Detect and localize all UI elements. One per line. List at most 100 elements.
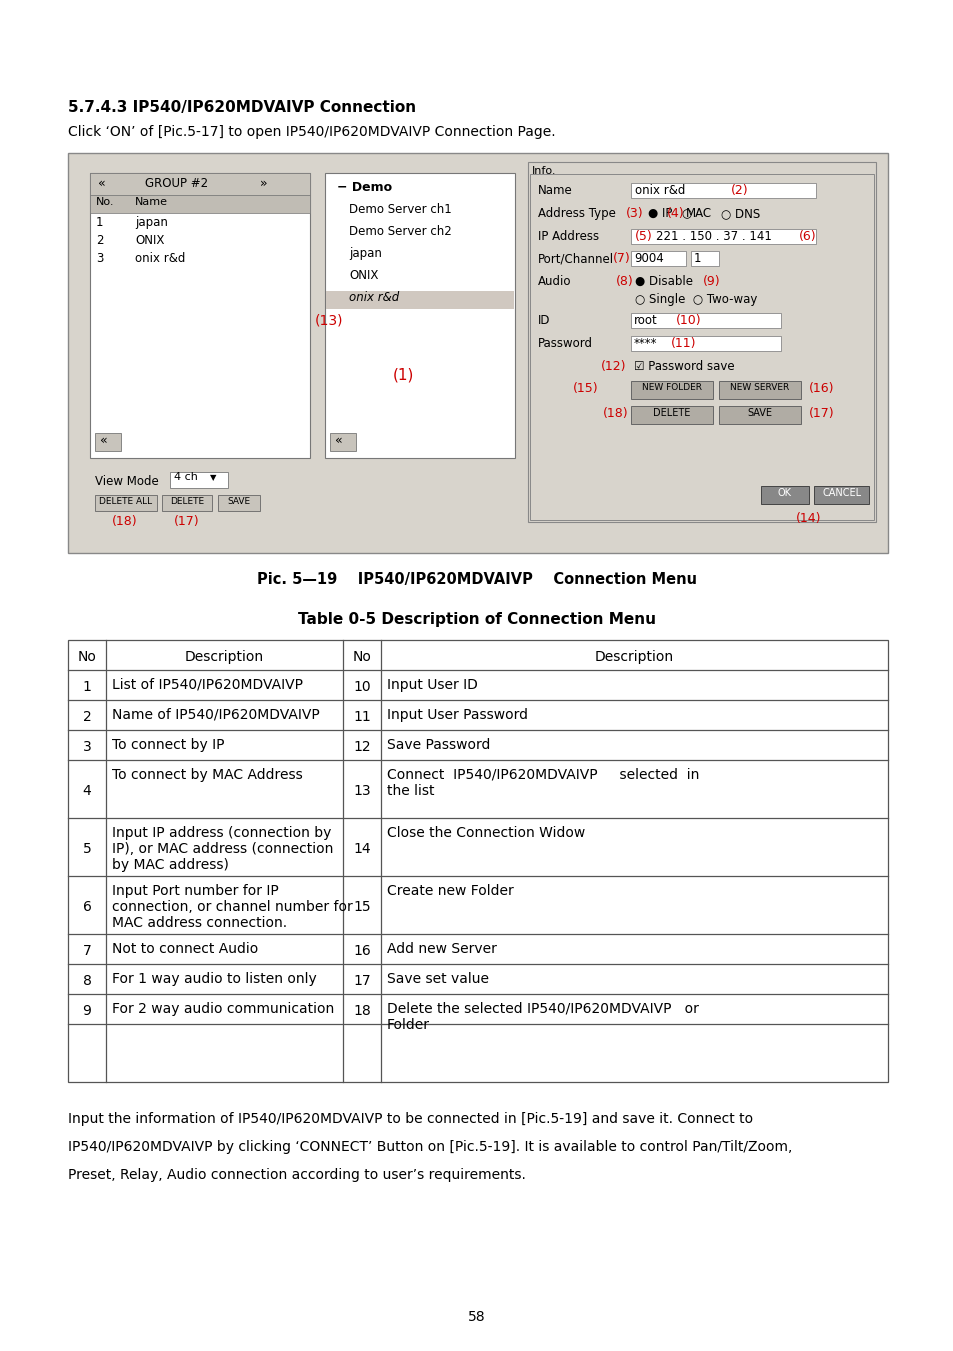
Bar (326, 290, 514, 309)
Text: NEW FOLDER: NEW FOLDER (641, 382, 701, 392)
Text: 1: 1 (96, 216, 103, 230)
Text: CANCEL: CANCEL (821, 488, 861, 499)
Text: To connect by IP: To connect by IP (112, 738, 224, 753)
Bar (170, 471, 228, 488)
Text: 1: 1 (83, 680, 91, 694)
Text: by MAC address): by MAC address) (112, 858, 229, 871)
Text: «: « (98, 177, 106, 190)
Text: »: » (260, 177, 268, 190)
Text: ▼: ▼ (210, 473, 216, 482)
Text: To connect by MAC Address: To connect by MAC Address (112, 767, 302, 782)
Text: Port/Channel: Port/Channel (537, 253, 614, 265)
Text: IP Address: IP Address (537, 230, 598, 243)
Text: (17): (17) (808, 407, 834, 420)
Text: 58: 58 (468, 1310, 485, 1324)
Text: 1: 1 (693, 253, 700, 265)
Text: 13: 13 (353, 784, 371, 798)
Text: 4 ch: 4 ch (173, 471, 197, 482)
Text: Table 0-5 Description of Connection Menu: Table 0-5 Description of Connection Menu (297, 612, 656, 627)
Text: Input IP address (connection by: Input IP address (connection by (112, 825, 331, 840)
Bar (630, 182, 815, 199)
Text: DELETE ALL: DELETE ALL (99, 497, 152, 507)
Text: 5.7.4.3 IP540/IP620MDVAIVP Connection: 5.7.4.3 IP540/IP620MDVAIVP Connection (68, 100, 416, 115)
Bar (630, 381, 712, 399)
Text: Delete the selected IP540/IP620MDVAIVP   or: Delete the selected IP540/IP620MDVAIVP o… (387, 1002, 699, 1016)
Text: Name of IP540/IP620MDVAIVP: Name of IP540/IP620MDVAIVP (112, 708, 319, 721)
Bar (68, 640, 887, 1082)
Text: 3: 3 (83, 740, 91, 754)
Text: ○ Single  ○ Two-way: ○ Single ○ Two-way (635, 293, 757, 305)
Text: 11: 11 (353, 711, 371, 724)
Text: Demo Server ch2: Demo Server ch2 (349, 226, 452, 238)
Text: japan: japan (135, 216, 168, 230)
Text: (3): (3) (625, 207, 643, 220)
Text: 2: 2 (83, 711, 91, 724)
Text: Input User Password: Input User Password (387, 708, 527, 721)
Text: (7): (7) (613, 253, 630, 265)
Text: 12: 12 (353, 740, 371, 754)
Text: (11): (11) (670, 336, 696, 350)
Text: Password: Password (537, 336, 593, 350)
Text: ONIX: ONIX (349, 269, 378, 282)
Text: MAC address connection.: MAC address connection. (112, 916, 287, 929)
Text: (1): (1) (393, 367, 414, 382)
Text: 16: 16 (353, 944, 371, 958)
Bar (330, 434, 355, 451)
Text: DELETE: DELETE (170, 497, 204, 507)
Text: «: « (100, 434, 108, 447)
Text: Input Port number for IP: Input Port number for IP (112, 884, 278, 898)
Text: (18): (18) (602, 407, 628, 420)
Text: ID: ID (537, 313, 550, 327)
Bar (162, 494, 212, 511)
Text: Create new Folder: Create new Folder (387, 884, 514, 898)
Text: (13): (13) (314, 313, 343, 327)
Bar (90, 173, 310, 458)
Text: NEW SERVER: NEW SERVER (730, 382, 789, 392)
Text: Description: Description (595, 650, 674, 663)
Text: ONIX: ONIX (135, 234, 164, 247)
Bar (630, 336, 781, 351)
Bar (95, 494, 157, 511)
Text: 4: 4 (83, 784, 91, 798)
Text: onix r&d: onix r&d (349, 290, 399, 304)
Text: − Demo: − Demo (336, 181, 392, 195)
Text: 8: 8 (83, 974, 91, 988)
Bar (530, 174, 873, 520)
Text: DELETE: DELETE (653, 408, 690, 417)
Text: (2): (2) (730, 184, 748, 197)
Text: (17): (17) (173, 515, 199, 528)
Text: Name: Name (135, 197, 168, 207)
Text: Save Password: Save Password (387, 738, 490, 753)
Text: ● Disable: ● Disable (635, 276, 692, 288)
Text: Address Type: Address Type (537, 207, 616, 220)
Text: ○ DNS: ○ DNS (720, 207, 760, 220)
Text: SAVE: SAVE (747, 408, 772, 417)
Text: No: No (353, 650, 371, 663)
Text: Pic. 5—19    IP540/IP620MDVAIVP    Connection Menu: Pic. 5—19 IP540/IP620MDVAIVP Connection … (256, 571, 697, 586)
Text: Info.: Info. (532, 166, 556, 176)
Text: MAC: MAC (685, 207, 711, 220)
Text: SAVE: SAVE (227, 497, 251, 507)
Text: Description: Description (185, 650, 264, 663)
Bar (760, 486, 808, 504)
Text: 17: 17 (353, 974, 371, 988)
Bar (630, 407, 712, 424)
Text: (10): (10) (676, 313, 700, 327)
Bar (68, 153, 887, 553)
Text: Audio: Audio (537, 276, 571, 288)
Text: ☑ Password save: ☑ Password save (634, 359, 734, 373)
Text: (15): (15) (573, 382, 598, 394)
Text: (5): (5) (635, 230, 652, 243)
Text: ● IP: ● IP (647, 207, 672, 220)
Bar (630, 230, 815, 245)
Text: No.: No. (96, 197, 114, 207)
Text: (16): (16) (808, 382, 834, 394)
Text: OK: OK (778, 488, 791, 499)
Bar (527, 162, 875, 521)
Text: (9): (9) (702, 276, 720, 288)
Text: connection, or channel number for: connection, or channel number for (112, 900, 353, 915)
Text: 2: 2 (96, 234, 103, 247)
Text: onix r&d: onix r&d (635, 184, 684, 197)
Text: ****: **** (634, 336, 657, 350)
Bar (690, 251, 719, 266)
